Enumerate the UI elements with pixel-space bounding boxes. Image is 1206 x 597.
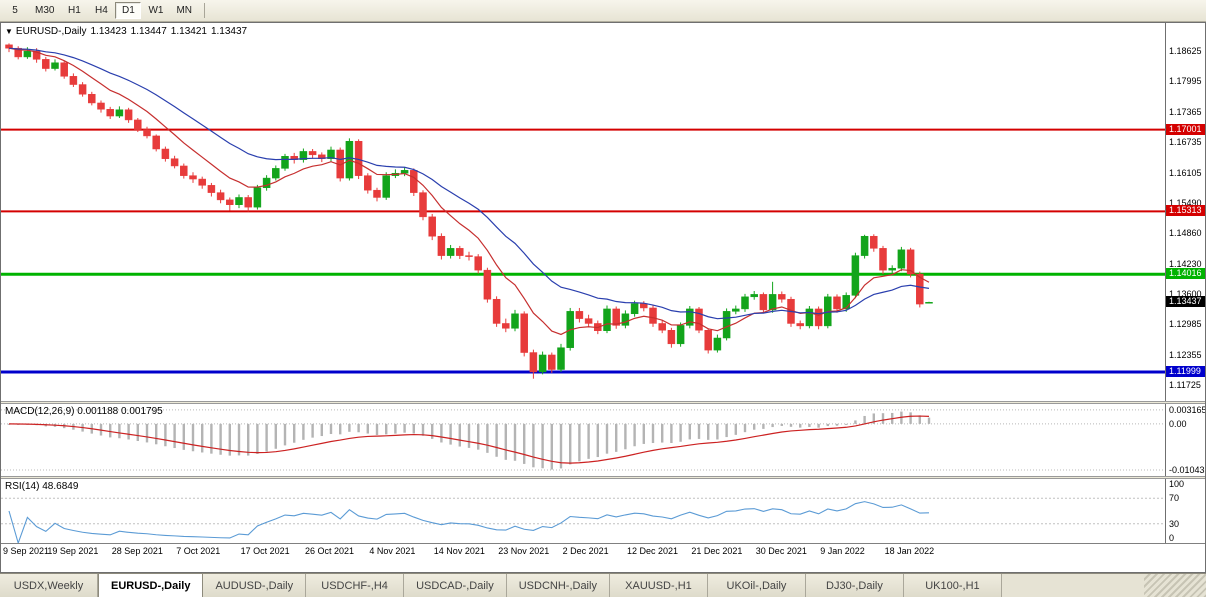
chart-tab-audusd-daily[interactable]: AUDUSD-,Daily [203, 574, 307, 597]
chart-tab-xauusd-h1[interactable]: XAUUSD-,H1 [609, 574, 708, 597]
date-label: 2 Dec 2021 [562, 546, 609, 556]
date-label: 26 Oct 2021 [305, 546, 355, 556]
price-tag-level: 1.14016 [1166, 268, 1205, 280]
rsi-line [8, 501, 930, 543]
date-label: 7 Oct 2021 [176, 546, 221, 556]
timeframe-button-d1[interactable]: D1 [115, 2, 142, 19]
ohlc-low: 1.13421 [170, 26, 207, 37]
timeframe-button-5[interactable]: 5 [12, 5, 18, 16]
ma-slow-line [8, 47, 930, 320]
rsi-axis-label: 30 [1169, 518, 1180, 529]
rsi-axis-label: 100 [1169, 479, 1185, 489]
toolbar-separator [204, 3, 206, 18]
price-tag-level: 1.15313 [1166, 205, 1205, 217]
price-axis-label: 1.16105 [1169, 167, 1202, 178]
macd-svg[interactable] [1, 404, 1165, 476]
date-label: 12 Dec 2021 [627, 546, 679, 556]
rsi-svg[interactable] [1, 479, 1165, 543]
price-axis-label: 1.16735 [1169, 137, 1202, 148]
chart-tab-dj30-daily[interactable]: DJ30-,Daily [805, 574, 904, 597]
date-label: 23 Nov 2021 [498, 546, 550, 556]
price-axis-label: 1.17365 [1169, 106, 1202, 117]
ohlc-high: 1.13447 [130, 26, 167, 37]
timeframe-button-w1[interactable]: W1 [148, 5, 164, 16]
chart-window: ▼ EURUSD-,Daily 1.13423 1.13447 1.13421 1.134… [0, 22, 1206, 573]
macd-axis-label: 0.003165 [1169, 404, 1205, 415]
rsi-axis-label: 0 [1169, 533, 1175, 543]
chart-tab-usdx-weekly[interactable]: USDX,Weekly [0, 574, 98, 597]
rsi-axis[interactable]: 100 70 30 0 [1165, 479, 1205, 543]
macd-label: MACD(12,26,9) 0.001188 0.001795 [5, 406, 163, 417]
price-axis[interactable]: 1.18625 1.17995 1.17365 1.16735 1.16105 1.154… [1165, 23, 1205, 401]
macd-axis-label: 0.00 [1169, 418, 1187, 429]
rsi-axis-label: 70 [1169, 493, 1180, 504]
chart-tab-usdcnh-daily[interactable]: USDCNH-,Daily [506, 574, 610, 597]
date-label: 9 Sep 2021 [3, 546, 50, 556]
symbol-label: EURUSD-,Daily [15, 26, 87, 37]
price-axis-label: 1.15490 [1169, 197, 1202, 208]
pane-splitter[interactable] [1, 476, 1205, 479]
chart-menu-icon[interactable]: ▼ [5, 27, 13, 36]
macd-axis[interactable]: 0.003165 0.00 -0.01043 [1165, 404, 1205, 476]
chart-tab-usdcad-daily[interactable]: USDCAD-,Daily [404, 574, 507, 597]
price-axis-label: 1.13600 [1169, 289, 1202, 300]
ohlc-close: 1.13437 [210, 26, 248, 37]
date-label: 21 Dec 2021 [691, 546, 743, 556]
chart-title: ▼ EURUSD-,Daily 1.13423 1.13447 1.13421 1.134… [5, 26, 251, 37]
date-label: 30 Dec 2021 [755, 546, 807, 556]
price-axis-label: 1.11725 [1169, 380, 1201, 391]
date-label: 28 Sep 2021 [111, 546, 163, 556]
toolbar: 5 M30 H1 H4 D1 W1 MN [0, 0, 1206, 22]
price-axis-label: 1.12355 [1169, 349, 1202, 360]
price-tag-level: 1.17001 [1166, 123, 1205, 135]
timeframe-button-m30[interactable]: M30 [35, 5, 55, 16]
price-chart-svg[interactable] [1, 23, 1165, 401]
pane-splitter[interactable] [1, 401, 1205, 404]
timeframe-group: 5 M30 H1 H4 D1 W1 MN [2, 2, 198, 19]
macd-axis-label: -0.01043 [1169, 464, 1205, 475]
chart-bottom-strip [1, 558, 1205, 572]
rsi-label: RSI(14) 48.6849 [5, 481, 79, 492]
tab-bar-tabs: USDX,Weekly EURUSD-,Daily AUDUSD-,Daily USD… [0, 574, 1002, 597]
candles-layer [5, 43, 933, 379]
chart-tab-ukoil-daily[interactable]: UKOil-,Daily [707, 574, 806, 597]
date-label: 9 Jan 2022 [820, 546, 865, 556]
tab-bar: USDX,Weekly EURUSD-,Daily AUDUSD-,Daily USD… [0, 573, 1206, 597]
chart-tab-eurusd-daily[interactable]: EURUSD-,Daily [98, 574, 204, 597]
date-label: 14 Nov 2021 [433, 546, 485, 556]
price-axis-label: 1.18625 [1169, 45, 1202, 56]
rsi-pane: RSI(14) 48.6849 [1, 479, 1165, 543]
price-axis-label: 1.14230 [1169, 258, 1202, 269]
price-axis-label: 1.17995 [1169, 76, 1202, 87]
date-label: 4 Nov 2021 [369, 546, 416, 556]
price-tag-current: 1.13437 [1166, 296, 1205, 308]
macd-pane: MACD(12,26,9) 0.001188 0.001795 [1, 404, 1165, 476]
window-resize-grip[interactable] [1144, 574, 1206, 597]
price-axis-label: 1.12985 [1169, 319, 1202, 330]
date-label: 19 Sep 2021 [47, 546, 99, 556]
ohlc-open: 1.13423 [90, 26, 127, 37]
price-pane: ▼ EURUSD-,Daily 1.13423 1.13447 1.13421 1.134… [1, 23, 1165, 401]
timeframe-button-mn[interactable]: MN [176, 5, 193, 16]
ma-fast-line [8, 47, 930, 336]
chart-tab-uk100-h1[interactable]: UK100-,H1 [903, 574, 1002, 597]
date-label: 17 Oct 2021 [240, 546, 290, 556]
price-axis-label: 1.14860 [1169, 228, 1202, 239]
date-axis[interactable]: 9 Sep 2021 19 Sep 2021 28 Sep 2021 7 Oct 20… [1, 543, 1205, 558]
date-label: 18 Jan 2022 [884, 546, 935, 556]
timeframe-button-h4[interactable]: H4 [95, 5, 108, 16]
price-tag-level: 1.11999 [1166, 365, 1205, 377]
timeframe-button-h1[interactable]: H1 [68, 5, 81, 16]
macd-signal-line [8, 415, 930, 464]
chart-tab-usdchf-h4[interactable]: USDCHF-,H4 [306, 574, 405, 597]
